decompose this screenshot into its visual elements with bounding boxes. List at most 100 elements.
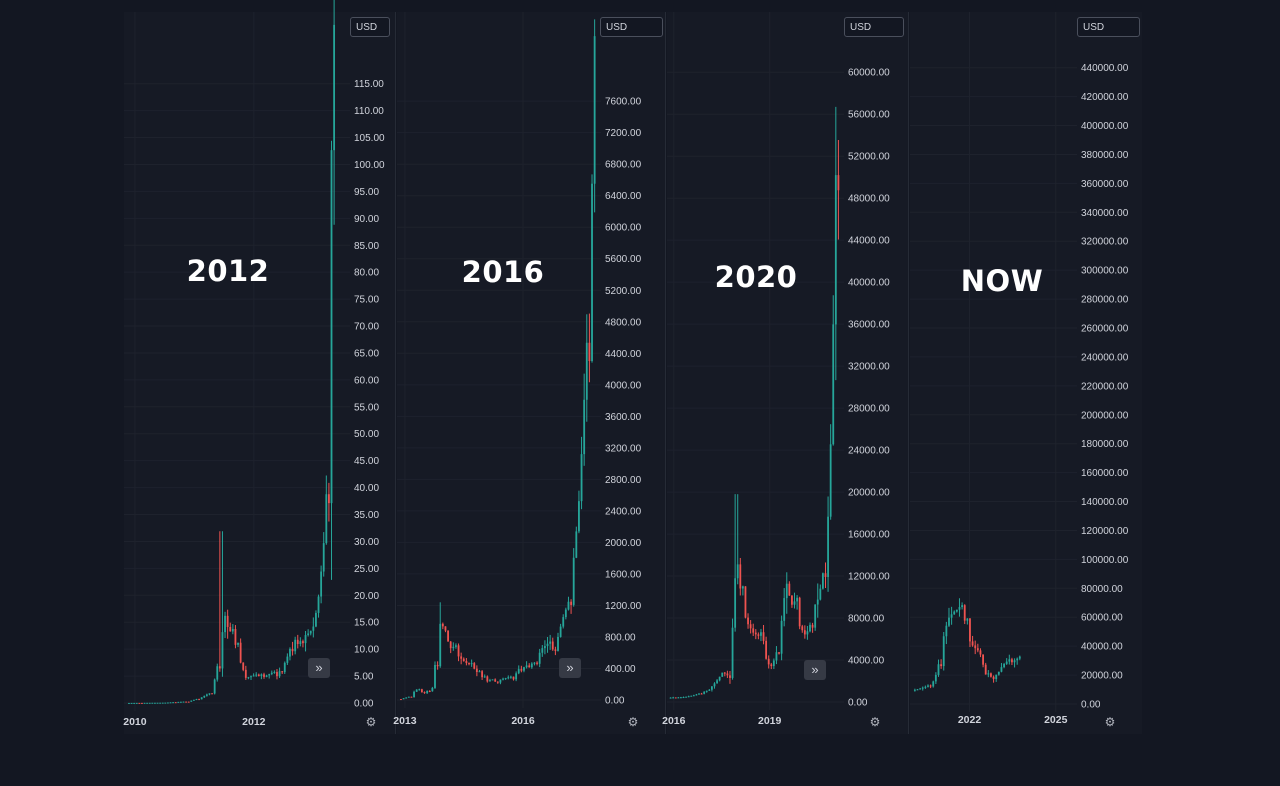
scroll-to-realtime-button[interactable]: » <box>804 660 826 680</box>
candle-body <box>489 680 491 682</box>
candle-body <box>478 671 481 673</box>
candle-body <box>913 689 916 691</box>
y-tick-label: 6000.00 <box>605 223 642 234</box>
y-tick-label: 50.00 <box>354 429 379 440</box>
candle-body <box>177 701 180 703</box>
candle-body <box>289 648 291 657</box>
candle-body <box>252 675 255 677</box>
candle-body <box>575 531 578 558</box>
candle-body <box>133 702 136 704</box>
y-tick-label: 3200.00 <box>605 443 642 454</box>
y-tick-label: 110.00 <box>354 106 384 117</box>
candle-body <box>982 654 985 665</box>
y-tick-label: 44000.00 <box>848 236 890 247</box>
y-tick-label: 60.00 <box>354 375 379 386</box>
candle-body <box>167 702 169 704</box>
candle-body <box>803 630 806 635</box>
candle-body <box>780 620 783 654</box>
candle-body <box>291 648 294 652</box>
candle-body <box>929 685 932 687</box>
candle-body <box>423 692 426 694</box>
candle-body <box>304 635 307 644</box>
candle-body <box>685 696 687 698</box>
chart-canvas-2016[interactable]: 0.00 400.00 800.00 1200.00 1600.00 2000.00 240… <box>393 12 665 734</box>
currency-badge[interactable]: USD <box>350 17 390 37</box>
chart-canvas-now[interactable]: 0.00 20000.00 40000.00 60000.00 80000.00 1000… <box>910 12 1142 734</box>
candle-body <box>218 666 221 669</box>
candle-body <box>533 662 536 664</box>
y-tick-label: 95.00 <box>354 187 379 198</box>
y-tick-label: 400000.00 <box>1081 121 1129 132</box>
chart-panel-now[interactable]: 0.00 20000.00 40000.00 60000.00 80000.00 1000… <box>910 12 1142 734</box>
chart-panel-2016[interactable]: 0.00 400.00 800.00 1200.00 1600.00 2000.00 240… <box>393 12 666 734</box>
candle-body <box>213 679 216 694</box>
candle-body <box>721 672 724 677</box>
candle-body <box>793 601 796 605</box>
candle-body <box>322 543 325 572</box>
y-tick-label: 35.00 <box>354 510 379 521</box>
candle-body <box>829 444 832 517</box>
candle-body <box>762 632 765 641</box>
scroll-to-realtime-button[interactable]: » <box>559 658 581 678</box>
candle-body <box>247 677 250 679</box>
candle-body <box>700 693 703 695</box>
candle-body <box>953 611 956 615</box>
candle-body <box>441 623 444 627</box>
candle-body <box>185 701 188 703</box>
candle-body <box>992 676 995 680</box>
candle-body <box>716 680 718 684</box>
candle-body <box>832 324 835 445</box>
candle-body <box>583 399 586 455</box>
candle-body <box>302 641 304 644</box>
candle-body <box>226 615 229 627</box>
y-tick-label: 80000.00 <box>1081 584 1123 595</box>
candle-body <box>154 702 156 704</box>
candle-body <box>481 671 484 678</box>
scroll-to-realtime-button[interactable]: » <box>308 658 330 678</box>
currency-badge[interactable]: USD <box>844 17 904 37</box>
candle-body <box>208 693 211 695</box>
candle-body <box>987 673 990 675</box>
chart-panel-2020[interactable]: 0.00 4000.00 8000.00 12000.00 16000.00 20000.… <box>662 12 909 734</box>
candle-body <box>580 454 583 502</box>
candle-body <box>413 691 415 697</box>
currency-badge[interactable]: USD <box>1077 17 1140 37</box>
candle-body <box>182 701 185 703</box>
currency-badge[interactable]: USD <box>600 17 663 37</box>
candle-body <box>948 617 950 626</box>
candle-body <box>767 658 770 665</box>
candle-body <box>783 598 786 621</box>
candle-body <box>468 663 470 665</box>
candle-body <box>674 697 677 699</box>
candle-body <box>543 646 546 649</box>
candle-body <box>187 701 190 703</box>
y-tick-label: 320000.00 <box>1081 237 1129 248</box>
candle-body <box>775 652 778 661</box>
candle-body <box>827 516 829 577</box>
settings-gear-icon[interactable]: ⚙ <box>365 715 377 729</box>
candle-body <box>434 664 436 688</box>
candle-body <box>457 645 460 657</box>
candle-body <box>475 668 478 672</box>
y-tick-label: 45.00 <box>354 456 379 467</box>
candle-body <box>932 681 935 687</box>
era-label-2020: 2020 <box>714 260 798 294</box>
y-tick-label: 5600.00 <box>605 254 642 265</box>
candle-body <box>216 666 219 680</box>
candle-body <box>151 702 154 704</box>
candle-body <box>713 683 716 687</box>
chart-canvas-2012[interactable]: 0.00 5.00 10.00 15.00 20.00 25.00 30.00 35.00 40… <box>123 0 395 734</box>
chart-panel-2012[interactable]: 0.00 5.00 10.00 15.00 20.00 25.00 30.00 35.00 40… <box>123 0 396 734</box>
candle-body <box>765 640 768 659</box>
settings-gear-icon[interactable]: ⚙ <box>1104 715 1116 729</box>
chart-canvas-2020[interactable]: 0.00 4000.00 8000.00 12000.00 16000.00 20000.… <box>662 12 908 734</box>
candle-body <box>927 685 929 687</box>
candle-body <box>814 604 817 628</box>
y-tick-label: 120000.00 <box>1081 526 1129 537</box>
candle-body <box>483 676 486 678</box>
candle-body <box>172 702 175 704</box>
settings-gear-icon[interactable]: ⚙ <box>869 715 881 729</box>
candle-body <box>428 690 431 692</box>
candle-body <box>494 679 497 682</box>
settings-gear-icon[interactable]: ⚙ <box>627 715 639 729</box>
